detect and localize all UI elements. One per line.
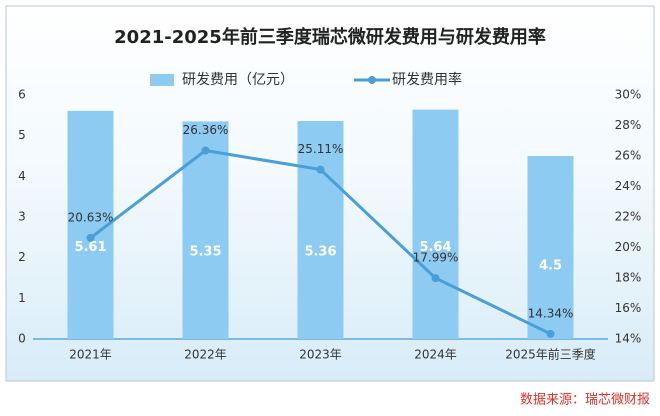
x-tick-label: 2022年 xyxy=(184,348,227,362)
source-note: 数据来源：瑞芯微财报 xyxy=(520,393,650,408)
line-value-label: 26.36% xyxy=(183,123,229,137)
legend-label: 研发费用（亿元） xyxy=(182,72,294,88)
y2-tick-label: 16% xyxy=(615,301,642,315)
y-tick-label: 0 xyxy=(18,332,26,346)
y2-tick-label: 14% xyxy=(615,332,642,346)
bar xyxy=(412,109,459,339)
bar-value-label: 5.61 xyxy=(74,240,106,255)
y-tick-label: 1 xyxy=(18,291,26,305)
legend-label: 研发费用率 xyxy=(392,71,462,88)
line-value-label: 17.99% xyxy=(413,251,459,265)
y2-tick-label: 24% xyxy=(615,179,642,193)
x-tick-label: 2021年 xyxy=(69,348,112,362)
line-value-label: 20.63% xyxy=(68,210,114,224)
x-tick-label: 2023年 xyxy=(299,348,342,362)
chart-title: 2021-2025年前三季度瑞芯微研发费用与研发费用率 xyxy=(114,26,546,48)
y2-tick-label: 20% xyxy=(615,240,642,254)
legend-swatch xyxy=(368,76,376,84)
bar xyxy=(297,121,344,339)
y-tick-label: 6 xyxy=(18,88,26,102)
bar xyxy=(527,156,574,339)
line-marker xyxy=(86,233,95,242)
legend-swatch xyxy=(150,74,174,86)
line-marker xyxy=(431,274,440,283)
bar xyxy=(182,121,229,339)
line-value-label: 14.34% xyxy=(528,306,574,320)
line-value-label: 25.11% xyxy=(298,142,344,156)
y2-tick-label: 30% xyxy=(615,88,642,102)
y2-tick-label: 22% xyxy=(615,210,642,224)
bar-value-label: 4.5 xyxy=(539,258,562,273)
line-marker xyxy=(546,329,555,338)
y-tick-label: 3 xyxy=(18,210,26,224)
y-tick-label: 4 xyxy=(18,169,26,183)
bar-value-label: 5.64 xyxy=(419,240,451,255)
bar-value-label: 5.35 xyxy=(189,244,221,259)
y2-tick-label: 28% xyxy=(615,118,642,132)
x-tick-label: 2025年前三季度 xyxy=(505,347,596,362)
y-tick-label: 2 xyxy=(18,250,26,264)
y-tick-label: 5 xyxy=(18,128,26,142)
line-marker xyxy=(201,146,210,155)
y2-tick-label: 26% xyxy=(615,149,642,163)
x-tick-label: 2024年 xyxy=(414,348,457,362)
bar-value-label: 5.36 xyxy=(304,244,336,259)
line-marker xyxy=(316,165,325,174)
y2-tick-label: 18% xyxy=(615,271,642,285)
